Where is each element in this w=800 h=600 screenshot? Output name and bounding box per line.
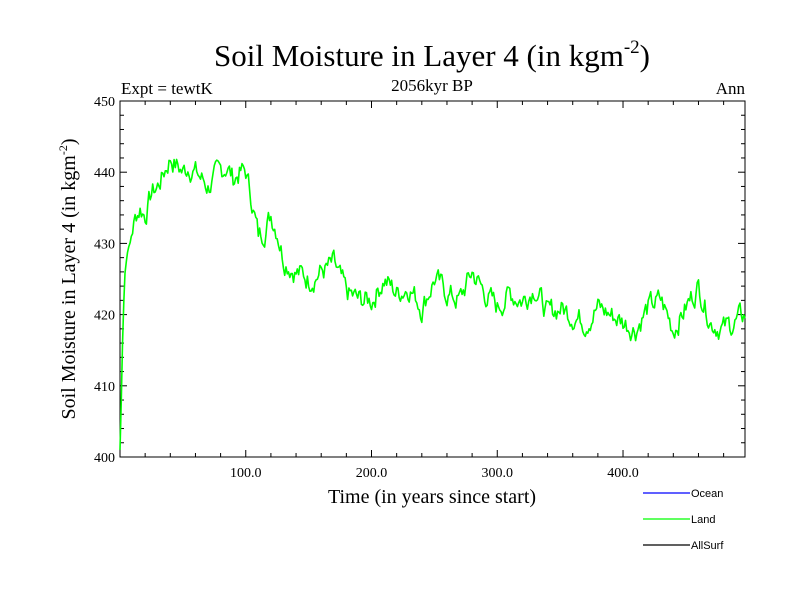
legend-label-land: Land (691, 514, 715, 526)
y-axis-label-text: Soil Moisture in Layer 4 (in kgm (58, 155, 80, 420)
x-tick-label: 300.0 (482, 466, 514, 481)
x-tick-label: 100.0 (230, 466, 262, 481)
y-tick-label: 410 (94, 380, 115, 395)
tick-labels: 400 410 420 430 440 450 100.0 200.0 300.0 400.0 (94, 95, 639, 481)
plot-frame (119, 100, 746, 458)
subtitle-time: 2056kyr BP (391, 76, 473, 95)
chart-title: Soil Moisture in Layer 4 (in kgm-2) (214, 37, 650, 73)
y-tick-label: 400 (94, 451, 115, 466)
y-tick-label: 420 (94, 309, 115, 324)
y-tick-label: 430 (94, 237, 115, 252)
series-line-land (119, 158, 746, 450)
legend: Ocean Land AllSurf (643, 488, 724, 552)
y-axis-label-superscript: -2 (56, 145, 70, 155)
chart-title-superscript: -2 (624, 37, 640, 58)
y-tick-label: 440 (94, 166, 115, 181)
y-axis-label-close: ) (58, 138, 80, 145)
x-axis-label: Time (in years since start) (328, 486, 536, 508)
chart-title-text: Soil Moisture in Layer 4 (in kgm (214, 38, 624, 73)
subtitle-experiment: Expt = tewtK (121, 79, 213, 98)
chart-title-close: ) (640, 38, 650, 73)
legend-label-ocean: Ocean (691, 488, 723, 500)
axis-ticks (120, 100, 745, 458)
subtitle-season: Ann (716, 79, 746, 98)
y-tick-label: 450 (94, 95, 115, 110)
y-axis-label: Soil Moisture in Layer 4 (in kgm-2) (56, 138, 80, 419)
x-tick-label: 400.0 (607, 466, 639, 481)
x-tick-label: 200.0 (356, 466, 388, 481)
legend-label-allsurf: AllSurf (691, 540, 724, 552)
